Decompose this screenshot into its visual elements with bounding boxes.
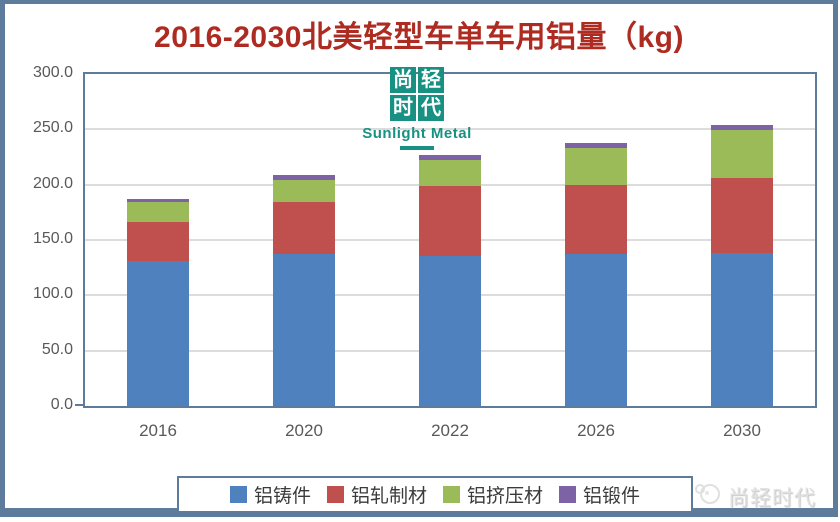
bar-segment-铝挤压材 bbox=[711, 130, 773, 179]
bar-segment-铝轧制材 bbox=[419, 185, 481, 256]
bar-segment-铝铸件 bbox=[565, 254, 627, 406]
bar-segment-铝锻件 bbox=[711, 124, 773, 131]
legend: 铝铸件 铝轧制材 铝挤压材 铝锻件 bbox=[177, 476, 693, 513]
bar-segment-铝铸件 bbox=[273, 254, 335, 406]
bar-segment-铝铸件 bbox=[419, 255, 481, 406]
sunlight-metal-logo-icon bbox=[693, 481, 723, 512]
watermark-chars-row2: 时代 bbox=[357, 94, 477, 122]
plot-area bbox=[83, 72, 817, 408]
watermark-char-tile: 尚 bbox=[390, 67, 416, 93]
x-tick-label: 2030 bbox=[723, 421, 761, 440]
legend-swatch bbox=[559, 486, 577, 503]
bar-segment-铝挤压材 bbox=[419, 160, 481, 186]
bar-2020 bbox=[273, 174, 335, 406]
bar-segment-铝挤压材 bbox=[127, 202, 189, 223]
legend-label: 铝轧制材 bbox=[350, 486, 427, 507]
y-tick-label: 300.0 bbox=[32, 64, 73, 81]
legend-item-铝锻件: 铝锻件 bbox=[559, 481, 640, 508]
legend-swatch bbox=[443, 486, 460, 503]
legend-item-铝轧制材: 铝轧制材 bbox=[326, 481, 427, 508]
watermark-char-tile: 时 bbox=[390, 95, 416, 121]
bar-segment-铝锻件 bbox=[127, 199, 189, 203]
gridline bbox=[85, 128, 815, 131]
bar-2026 bbox=[565, 142, 627, 406]
bar-segment-铝轧制材 bbox=[273, 202, 335, 255]
bar-segment-铝铸件 bbox=[711, 253, 773, 406]
bar-segment-铝挤压材 bbox=[565, 148, 627, 185]
y-axis-zero-tick bbox=[75, 404, 84, 406]
bar-segment-铝挤压材 bbox=[273, 180, 335, 203]
bar-2030 bbox=[711, 124, 773, 406]
legend-label: 铝锻件 bbox=[583, 486, 641, 507]
y-tick-label: 50.0 bbox=[41, 340, 73, 358]
chart-title: 2016-2030北美轻型车单车用铝量（kg) bbox=[154, 21, 684, 54]
y-tick-label: 0.0 bbox=[50, 396, 73, 413]
bar-segment-铝锻件 bbox=[419, 154, 481, 161]
legend-label: 铝挤压材 bbox=[467, 486, 544, 507]
bar-segment-铝轧制材 bbox=[565, 184, 627, 255]
legend-item-铝铸件: 铝铸件 bbox=[229, 481, 311, 508]
legend-label: 铝铸件 bbox=[253, 486, 311, 507]
y-tick-label: 150.0 bbox=[32, 230, 73, 247]
watermark-char-tile: 轻 bbox=[418, 67, 444, 93]
watermark-chars-row1: 尚轻 bbox=[357, 66, 477, 94]
bar-segment-铝轧制材 bbox=[127, 222, 189, 262]
bars-layer bbox=[85, 74, 815, 406]
bar-segment-铝锻件 bbox=[273, 174, 335, 181]
bar-segment-铝轧制材 bbox=[711, 178, 773, 254]
y-tick-label: 100.0 bbox=[32, 285, 73, 303]
corner-watermark-text: 尚轻时代 bbox=[728, 486, 816, 510]
y-tick-label: 200.0 bbox=[32, 174, 73, 192]
bar-2022 bbox=[419, 154, 481, 406]
x-tick-label: 2026 bbox=[577, 421, 615, 440]
watermark-char-tile: 代 bbox=[418, 95, 444, 121]
bar-2016 bbox=[127, 199, 189, 406]
legend-swatch bbox=[326, 486, 344, 503]
watermark-underline bbox=[400, 146, 434, 150]
legend-swatch bbox=[229, 486, 247, 503]
bar-segment-铝铸件 bbox=[127, 261, 189, 406]
center-watermark: 尚轻 时代 Sunlight Metal bbox=[357, 66, 477, 150]
legend-item-铝挤压材: 铝挤压材 bbox=[443, 481, 543, 508]
corner-watermark: 尚轻时代 bbox=[693, 481, 816, 512]
x-tick-label: 2022 bbox=[431, 421, 469, 440]
watermark-subtitle: Sunlight Metal bbox=[362, 125, 472, 142]
bar-segment-铝锻件 bbox=[565, 142, 627, 149]
x-tick-label: 2020 bbox=[285, 421, 323, 440]
x-tick-label: 2016 bbox=[139, 421, 177, 440]
y-tick-label: 250.0 bbox=[32, 119, 73, 137]
